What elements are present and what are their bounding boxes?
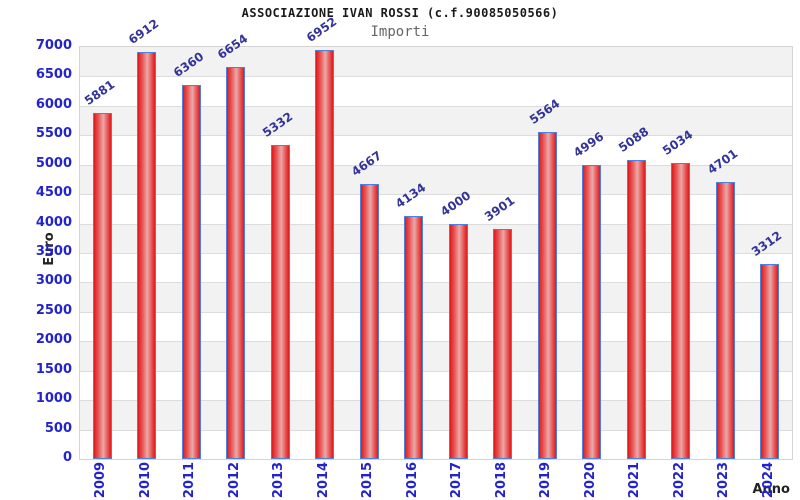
y-tick-label: 0 [62, 450, 72, 465]
y-tick-label: 7000 [35, 38, 72, 53]
bar-2014 [315, 49, 335, 459]
bar-2018 [493, 229, 513, 459]
gridline [80, 370, 792, 372]
y-tick-label: 1000 [35, 391, 72, 407]
y-tick-label: 6000 [35, 96, 72, 112]
y-tick-label: 2000 [35, 332, 72, 348]
y-tick-label: 6500 [35, 67, 72, 83]
chart-title: ASSOCIAZIONE IVAN ROSSI (c.f.90085050566… [241, 6, 559, 20]
y-tick-label: 5500 [35, 126, 72, 142]
gridline [80, 223, 792, 225]
x-tick-label: 2014 [315, 461, 331, 499]
x-tick-label: 2011 [182, 461, 198, 499]
bar-2021 [626, 159, 646, 459]
plot-area [79, 46, 793, 460]
x-tick-label: 2018 [493, 461, 509, 499]
y-tick-label: 3500 [35, 244, 72, 259]
x-tick-label: 2009 [93, 461, 109, 499]
gridline [80, 341, 792, 343]
bar-2010 [137, 52, 157, 459]
y-tick-label: 2500 [35, 302, 72, 318]
x-axis-title: Anno [752, 482, 790, 497]
plot-band [80, 47, 792, 77]
gridline [80, 105, 792, 107]
bar-2016 [404, 215, 424, 459]
bar-2020 [582, 164, 602, 459]
gridline [80, 429, 792, 431]
gridline [80, 282, 792, 284]
bar-2017 [448, 223, 468, 459]
y-tick-label: 4000 [35, 214, 72, 230]
gridline [80, 253, 792, 254]
gridline [80, 400, 792, 402]
x-tick-label: 2023 [716, 461, 732, 499]
bar-2019 [537, 131, 557, 459]
x-tick-label: 2019 [538, 461, 554, 499]
x-tick-label: 2021 [627, 461, 643, 499]
bar-2024 [760, 264, 780, 459]
bar-2015 [359, 184, 379, 459]
bar-2012 [226, 67, 246, 459]
chart-subtitle: Importi [370, 24, 430, 40]
y-tick-label: 3000 [35, 273, 72, 289]
bar-2013 [270, 145, 290, 459]
x-tick-label: 2013 [271, 461, 287, 499]
y-tick-label: 500 [44, 420, 72, 436]
x-tick-label: 2022 [671, 461, 687, 499]
y-tick-label: 5000 [35, 155, 72, 171]
y-tick-label: 4500 [35, 185, 72, 201]
x-tick-label: 2015 [360, 461, 376, 499]
gridline [80, 76, 792, 78]
x-tick-label: 2020 [582, 461, 598, 499]
x-tick-label: 2016 [404, 461, 420, 499]
gridline [80, 194, 792, 196]
x-tick-label: 2017 [449, 461, 465, 499]
bar-2009 [92, 112, 112, 459]
x-tick-label: 2010 [137, 461, 153, 499]
gridline [80, 311, 792, 313]
x-tick-label: 2024 [760, 461, 776, 499]
bar-2011 [181, 84, 201, 459]
bar-2023 [715, 182, 735, 459]
y-tick-label: 1500 [35, 361, 72, 377]
bar-2022 [671, 162, 691, 459]
gridline [80, 135, 792, 137]
gridline [80, 164, 792, 166]
x-tick-label: 2012 [226, 461, 242, 499]
